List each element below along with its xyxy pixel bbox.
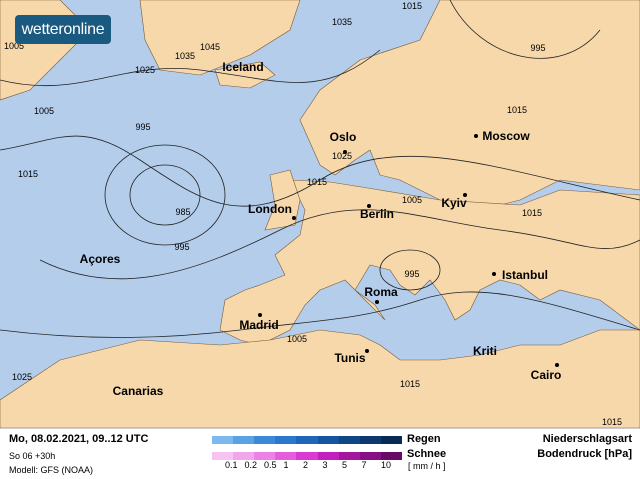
snow-scale-step [275, 452, 297, 460]
snow-scale-step [380, 452, 402, 460]
isobar-label: 1025 [12, 372, 32, 382]
snow-scale-step [233, 452, 255, 460]
isobar-label: 1015 [402, 1, 422, 11]
rain-scale-step [212, 436, 234, 444]
isobar-label: 1005 [4, 41, 24, 51]
isobar-label: 1025 [332, 151, 352, 161]
weather-map: 1005 1035 1045 1035 1025 1015 995 1015 1005 995 10… [0, 0, 640, 428]
pressure-label: Bodendruck [hPa] [537, 448, 632, 460]
scale-tick: 0.2 [244, 460, 258, 470]
scale-tick: 0.1 [225, 460, 238, 470]
city-label: Cairo [531, 368, 562, 382]
isobar-label: 995 [174, 242, 189, 252]
city-dot [343, 150, 347, 154]
iceland [214, 61, 276, 89]
snow-scale-step [296, 452, 318, 460]
city-label: Canarias [113, 384, 164, 398]
city-label: Istanbul [502, 268, 548, 282]
isobar-label: 985 [175, 207, 190, 217]
city-dot [463, 193, 467, 197]
city-dot [292, 216, 296, 220]
scale-tick: 5 [342, 460, 348, 470]
snow-scale-step [317, 452, 339, 460]
rain-color-scale [212, 436, 402, 444]
model-run: So 06 +30h [9, 451, 56, 461]
isobar-label: 1015 [18, 169, 38, 179]
city-label: Moscow [482, 129, 530, 143]
city-dot [375, 300, 379, 304]
city-label: Kyiv [441, 196, 467, 210]
city-dot [367, 204, 371, 208]
isobar-label: 1015 [400, 379, 420, 389]
city-dot [492, 272, 496, 276]
scale-tick: 10 [381, 460, 392, 470]
city-dot [555, 363, 559, 367]
snow-scale-step [359, 452, 381, 460]
wetteronline-logo[interactable]: wetteronline [15, 15, 111, 44]
rain-label: Regen [407, 433, 441, 445]
isobar-label: 1005 [34, 106, 54, 116]
forecast-datetime: Mo, 08.02.2021, 09..12 UTC [9, 433, 149, 445]
city-label: Berlin [360, 207, 394, 221]
rain-scale-step [233, 436, 255, 444]
isobar-label: 995 [135, 122, 150, 132]
isobar-label: 1015 [522, 208, 542, 218]
city-label: Roma [364, 285, 398, 299]
isobar-label: 1035 [175, 51, 195, 61]
city-dot [258, 313, 262, 317]
city-label: Madrid [239, 318, 278, 332]
rain-scale-step [317, 436, 339, 444]
city-label: Oslo [330, 130, 357, 144]
unit-label: [ mm / h ] [408, 461, 446, 471]
europe [219, 179, 640, 346]
city-dot [365, 349, 369, 353]
snow-scale-step [254, 452, 276, 460]
snow-scale-step [212, 452, 234, 460]
rain-scale-step [338, 436, 360, 444]
scale-tick: 3 [322, 460, 328, 470]
africa [0, 329, 640, 428]
isobar-label: 995 [404, 269, 419, 279]
rain-scale-step [380, 436, 402, 444]
rain-scale-step [359, 436, 381, 444]
rain-scale-step [275, 436, 297, 444]
snow-scale-step [338, 452, 360, 460]
scale-tick: 7 [361, 460, 367, 470]
snow-color-scale [212, 452, 402, 460]
isobar-label: 995 [530, 43, 545, 53]
precip-type-label: Niederschlagsart [542, 433, 632, 445]
city-dot [474, 134, 478, 138]
isobar-label: 1015 [507, 105, 527, 115]
scale-tick: 2 [303, 460, 309, 470]
city-label: Tunis [334, 351, 365, 365]
isobar-label: 1045 [200, 42, 220, 52]
model-name: Modell: GFS (NOAA) [9, 465, 94, 475]
city-label: Kriti [473, 344, 497, 358]
rain-scale-step [254, 436, 276, 444]
isobar-label: 1035 [332, 17, 352, 27]
scale-tick: 1 [283, 460, 289, 470]
scale-tick: 0.5 [264, 460, 277, 470]
isobar-label: 1025 [135, 65, 155, 75]
isobar-label: 1005 [287, 334, 307, 344]
isobar-label: 1015 [602, 417, 622, 427]
snow-label: Schnee [407, 448, 447, 460]
isobar-label: 1015 [307, 177, 327, 187]
city-label: Açores [80, 252, 121, 266]
isobars [0, 0, 640, 338]
isobar-label: 1005 [402, 195, 422, 205]
greenland [139, 0, 301, 76]
city-label: London [248, 202, 292, 216]
city-label: Iceland [222, 60, 263, 74]
britain [264, 169, 301, 231]
rain-scale-step [296, 436, 318, 444]
